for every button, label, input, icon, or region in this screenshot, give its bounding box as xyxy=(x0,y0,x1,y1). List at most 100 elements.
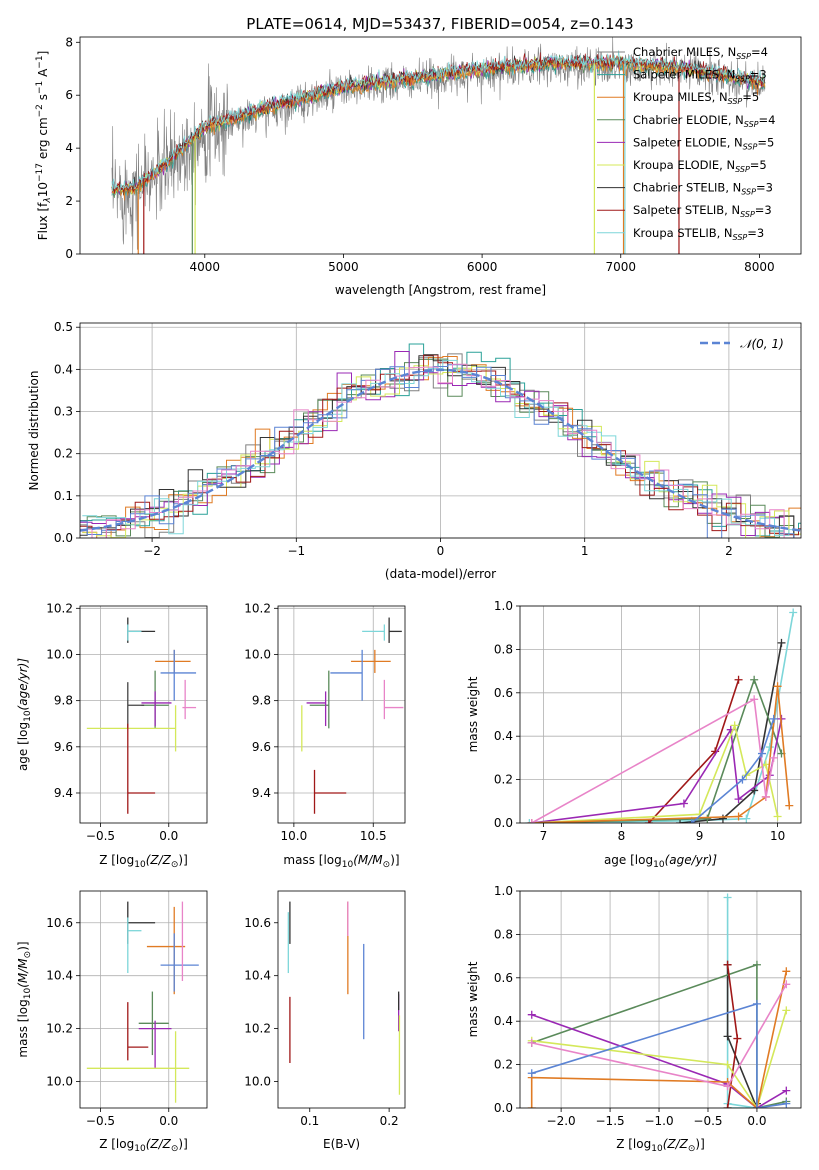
y-tick-label: 9.8 xyxy=(252,694,271,708)
y-tick-label: 0.1 xyxy=(54,489,73,503)
weight-point-marker xyxy=(527,1069,536,1078)
x-tick-label: 8 xyxy=(618,829,626,843)
weight-point-marker xyxy=(718,814,727,823)
label-part: ⊙ xyxy=(171,1144,179,1154)
weight-series-line xyxy=(531,1002,787,1108)
plot-content xyxy=(111,37,766,254)
label-part: age [log xyxy=(16,722,30,771)
weight-point-marker xyxy=(769,714,778,723)
label-part: 10 xyxy=(23,988,33,1000)
plot-content xyxy=(86,901,199,1103)
weight-point-marker xyxy=(761,792,770,801)
plot-area xyxy=(278,891,405,1108)
x-tick-label: 7 xyxy=(540,829,548,843)
y-tick-label: 10.2 xyxy=(244,601,271,615)
weight-point-marker xyxy=(723,1032,732,1041)
label-part: −2 xyxy=(35,104,45,117)
label-part: Z [log xyxy=(616,1137,651,1151)
weight-point-marker xyxy=(734,795,743,804)
plot-area xyxy=(80,891,207,1108)
weight-point-marker xyxy=(723,1104,732,1108)
y-tick-label: 0.2 xyxy=(494,1058,513,1072)
residual-histogram-step xyxy=(80,351,801,536)
label-part: s xyxy=(36,94,50,104)
label-part: SSP xyxy=(733,233,748,242)
y-tick-label: 0.0 xyxy=(494,816,513,830)
label-part: ⊙ xyxy=(383,860,391,870)
axes-frame xyxy=(79,890,208,1109)
y-tick-label: 8 xyxy=(65,35,73,49)
legend-entry: Kroupa MILES, NSSP=5 xyxy=(633,90,759,106)
label-part: 10 xyxy=(23,710,33,722)
y-tick-label: 10.0 xyxy=(244,647,271,661)
weight-point-marker xyxy=(782,1086,791,1095)
label-part: (M/M xyxy=(353,853,383,867)
y-tick-label: 10.2 xyxy=(46,601,73,615)
weight-point-marker xyxy=(687,819,696,823)
label-part: Salpeter MILES, N xyxy=(633,68,735,82)
label-part: 10 xyxy=(134,1144,146,1154)
y-tick-label: 9.4 xyxy=(54,786,73,800)
legend-entry: Chabrier ELODIE, NSSP=4 xyxy=(633,113,775,129)
label-part: erg cm xyxy=(36,117,50,163)
plot-content xyxy=(301,617,404,814)
weight-point-marker xyxy=(676,819,685,823)
x-tick-label: −1.0 xyxy=(644,1114,673,1128)
label-part: Kroupa ELODIE, N xyxy=(633,158,735,172)
y-tick-label: 9.4 xyxy=(252,786,271,800)
label-part: )] xyxy=(16,941,30,950)
weight-point-marker xyxy=(742,814,751,823)
plot-area xyxy=(520,606,801,823)
axes-frame xyxy=(277,605,406,824)
figure-title: PLATE=0614, MJD=53437, FIBERID=0054, z=0… xyxy=(246,15,633,33)
x-tick-label: 8000 xyxy=(744,260,775,274)
x-tick-label: 6000 xyxy=(467,260,498,274)
label-part: SSP xyxy=(735,165,750,174)
plot-content xyxy=(527,893,791,1108)
label-part: Salpeter ELODIE, N xyxy=(633,135,743,149)
weight-point-marker xyxy=(527,1104,536,1108)
label-part: =3 xyxy=(750,68,767,82)
y-tick-label: 0.0 xyxy=(54,531,73,545)
y-tick-label: 1.0 xyxy=(494,884,513,898)
weight-point-marker xyxy=(723,893,732,902)
y-axis-label: age [log10(age/yr)] xyxy=(16,658,33,771)
x-axis-label: Z [log10(Z/Z⊙)] xyxy=(99,853,188,870)
label-part: (Z/Z xyxy=(663,1137,689,1151)
age-vs-mass-panel: 10.0 10.5 9.4 9.6 9.8 10.0 10.2 mass [log10(M/M… xyxy=(244,601,406,870)
plot-area xyxy=(520,891,801,1108)
label-part: Z [log xyxy=(99,1137,134,1151)
y-tick-label: 10.6 xyxy=(244,916,271,930)
label-part: age [log xyxy=(604,853,653,867)
y-tick-label: 0.2 xyxy=(494,773,513,787)
y-tick-label: 10.2 xyxy=(46,1022,73,1036)
label-part: mass [log xyxy=(16,999,30,1057)
gaussian-reference-curve xyxy=(80,368,801,532)
weight-point-marker xyxy=(738,775,747,784)
label-part: 10 xyxy=(653,860,665,870)
weight-series-line xyxy=(691,718,775,823)
weight-point-marker xyxy=(750,695,759,704)
weight-point-marker xyxy=(527,1010,536,1019)
x-tick-label: 9 xyxy=(696,829,704,843)
label-part: 10 xyxy=(342,860,354,870)
x-axis-label: E(B-V) xyxy=(323,1137,360,1151)
residual-histogram-step xyxy=(80,354,801,538)
weight-point-marker xyxy=(527,1038,536,1047)
plot-content xyxy=(287,901,401,1095)
y-axis-label: mass weight xyxy=(466,961,480,1037)
label-part: =3 xyxy=(755,203,772,217)
x-tick-label: 0 xyxy=(437,544,445,558)
x-axis-label: (data-model)/error xyxy=(385,567,496,581)
x-tick-label: 10.5 xyxy=(360,829,387,843)
weight-point-marker xyxy=(777,638,786,647)
x-tick-label: 1 xyxy=(581,544,589,558)
label-part: Salpeter STELIB, N xyxy=(633,203,740,217)
label-part: ⊙ xyxy=(688,1144,696,1154)
weight-point-marker xyxy=(734,812,743,821)
x-tick-label: 0.0 xyxy=(159,829,178,843)
label-part: mass [log xyxy=(283,853,341,867)
label-part: −1 xyxy=(35,81,45,94)
x-tick-label: 0.2 xyxy=(380,1114,399,1128)
plot-content xyxy=(86,617,197,814)
